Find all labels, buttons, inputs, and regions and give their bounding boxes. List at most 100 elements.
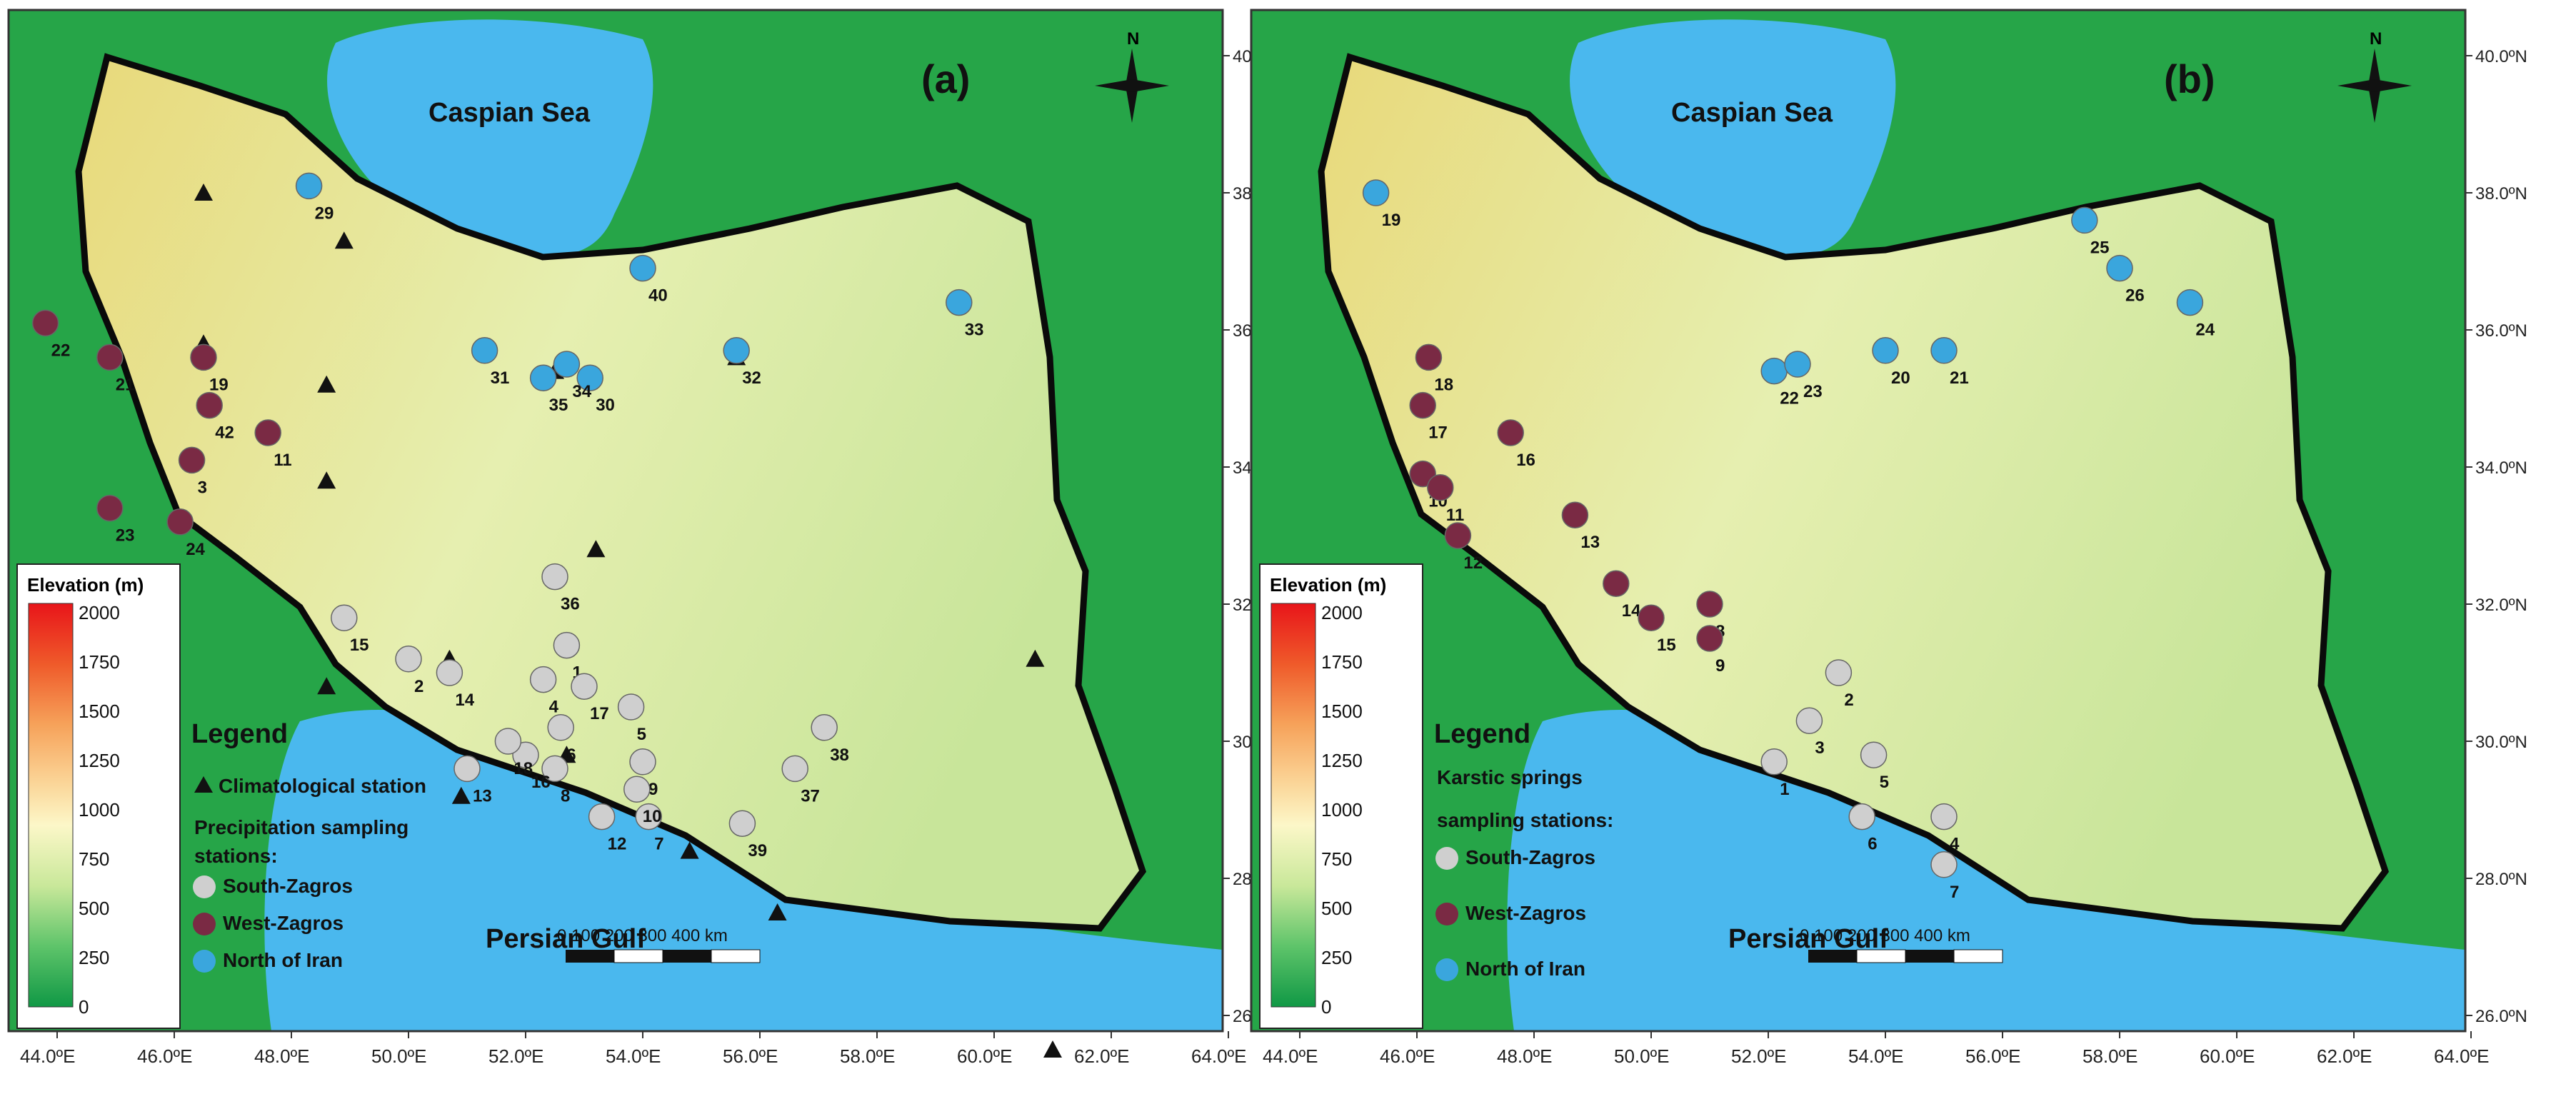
- station-label: 39: [748, 841, 767, 860]
- station-layer: 1234567891011121314151617181920212223242…: [1362, 179, 2215, 902]
- station-label: 40: [648, 286, 668, 306]
- station-label: 32: [742, 368, 761, 388]
- station-label: 15: [350, 636, 369, 655]
- station-marker: [494, 728, 522, 755]
- station-label: 38: [830, 746, 849, 765]
- longitude-tick-label: 56.0ºE: [1965, 1045, 2020, 1067]
- caspian-sea: [1570, 19, 1896, 256]
- station-marker: [166, 508, 194, 536]
- map-frame: [1250, 9, 2467, 1033]
- station-label: 10: [643, 807, 662, 826]
- elevation-legend: Elevation (m) 2000 1750 1500 1250 1000 750 500…: [16, 563, 181, 1029]
- station-label: 33: [965, 321, 984, 340]
- longitude-ticks: 44.0ºE 46.0ºE 48.0ºE 50.0ºE 52.0ºE 54.0ºE 56.0…: [1263, 1031, 2489, 1067]
- elevation-tick-label: 2000: [1321, 602, 1363, 623]
- station-marker: [541, 755, 568, 783]
- compass-north-label: N: [1127, 29, 1139, 49]
- scale-bar: 0 100 200 300 400 km: [1800, 926, 2003, 963]
- station-marker: [547, 714, 574, 741]
- latitude-tick-label: 28.0ºN: [2475, 870, 2527, 889]
- station-label: 18: [513, 759, 533, 778]
- elevation-tick-label: 1000: [1321, 799, 1363, 821]
- elevation-tick-label: 0: [1321, 996, 1331, 1018]
- station-marker: [453, 755, 481, 783]
- station-marker: [541, 563, 568, 591]
- station-label: 25: [2090, 238, 2110, 257]
- elevation-tick-label: 250: [79, 947, 109, 968]
- station-label: 22: [51, 341, 71, 360]
- station-marker: [190, 343, 217, 371]
- climate-station-triangle: [334, 231, 354, 249]
- station-marker: [436, 659, 463, 686]
- station-label: 2: [1844, 691, 1853, 710]
- station-marker: [576, 364, 603, 391]
- station-marker: [178, 446, 206, 474]
- longitude-tick-label: 56.0ºE: [723, 1045, 778, 1067]
- longitude-tick-label: 64.0ºE: [2434, 1045, 2489, 1067]
- longitude-tick-label: 46.0ºE: [137, 1045, 192, 1067]
- climate-station-triangle: [768, 903, 787, 920]
- station-label: 2: [414, 677, 424, 696]
- elevation-legend: Elevation (m) 2000 1750 1500 1250 1000 750 500…: [1259, 563, 1423, 1029]
- station-marker: [1561, 501, 1589, 528]
- panel-label: (b): [2164, 56, 2215, 101]
- station-marker: [1696, 591, 1723, 618]
- latitude-tick-label: 32.0ºN: [2475, 596, 2527, 615]
- station-marker: [1638, 604, 1665, 631]
- climate-legend-label: Climatological station: [219, 775, 426, 797]
- map-panel-b: Caspian Sea Persian Gulf (b) N 123456789…: [1250, 9, 2527, 1067]
- elevation-tick-label: 1000: [79, 799, 120, 821]
- climate-station-triangle: [1026, 649, 1045, 667]
- station-label: 5: [637, 725, 646, 744]
- station-label: 21: [1950, 368, 1969, 388]
- climate-station-triangle: [317, 677, 336, 695]
- climate-station-triangle: [1043, 1040, 1062, 1058]
- station-label: 31: [491, 368, 510, 388]
- station-marker: [617, 693, 645, 721]
- station-label: 18: [1434, 375, 1453, 394]
- station-label: 4: [549, 698, 559, 717]
- station-label: 6: [1868, 835, 1877, 854]
- legend-group-title-2: stations:: [194, 845, 278, 867]
- station-label: 16: [1516, 451, 1535, 470]
- elevation-legend-title: Elevation (m): [1270, 574, 1386, 596]
- station-marker: [2106, 254, 2133, 282]
- station-marker: [1930, 851, 1958, 878]
- latitude-tick-label: 38.0ºN: [2475, 184, 2527, 204]
- legend-marker-icon: [193, 913, 216, 935]
- station-marker: [1930, 803, 1958, 830]
- panel-label: (a): [921, 56, 970, 101]
- station-marker: [1696, 625, 1723, 652]
- station-marker: [395, 646, 422, 673]
- legend-group-title: Karstic springs: [1437, 766, 1583, 788]
- scale-bar: 0 100 200 300 400 km: [557, 926, 761, 963]
- station-label: 36: [561, 595, 580, 614]
- station-label: 9: [1715, 656, 1725, 676]
- station-marker: [1427, 474, 1454, 501]
- climate-station-triangle: [317, 471, 336, 489]
- legend-item-label: West-Zagros: [1465, 902, 1586, 924]
- longitude-tick-label: 58.0ºE: [2083, 1045, 2138, 1067]
- station-label: 12: [608, 835, 627, 854]
- station-marker: [811, 714, 838, 741]
- elevation-tick-label: 1500: [79, 701, 120, 722]
- station-marker: [1760, 748, 1788, 776]
- scale-bar-label: 0 100 200 300 400 km: [1800, 926, 1970, 945]
- legend-marker-icon: [1435, 958, 1458, 981]
- station-marker: [553, 631, 581, 659]
- climate-station-triangle: [586, 540, 606, 558]
- climate-station-triangle: [194, 184, 213, 201]
- station-label: 37: [801, 786, 820, 806]
- caspian-sea: [327, 19, 653, 256]
- elevation-tick-label: 500: [1321, 898, 1352, 919]
- longitude-tick-label: 54.0ºE: [1848, 1045, 1903, 1067]
- climate-station-triangle: [680, 841, 699, 859]
- station-marker: [2071, 206, 2098, 234]
- station-label: 14: [455, 691, 474, 710]
- elevation-tick-label: 2000: [79, 602, 120, 623]
- longitude-tick-label: 44.0ºE: [1263, 1045, 1318, 1067]
- legend-marker-icon: [193, 950, 216, 973]
- longitude-tick-label: 50.0ºE: [371, 1045, 426, 1067]
